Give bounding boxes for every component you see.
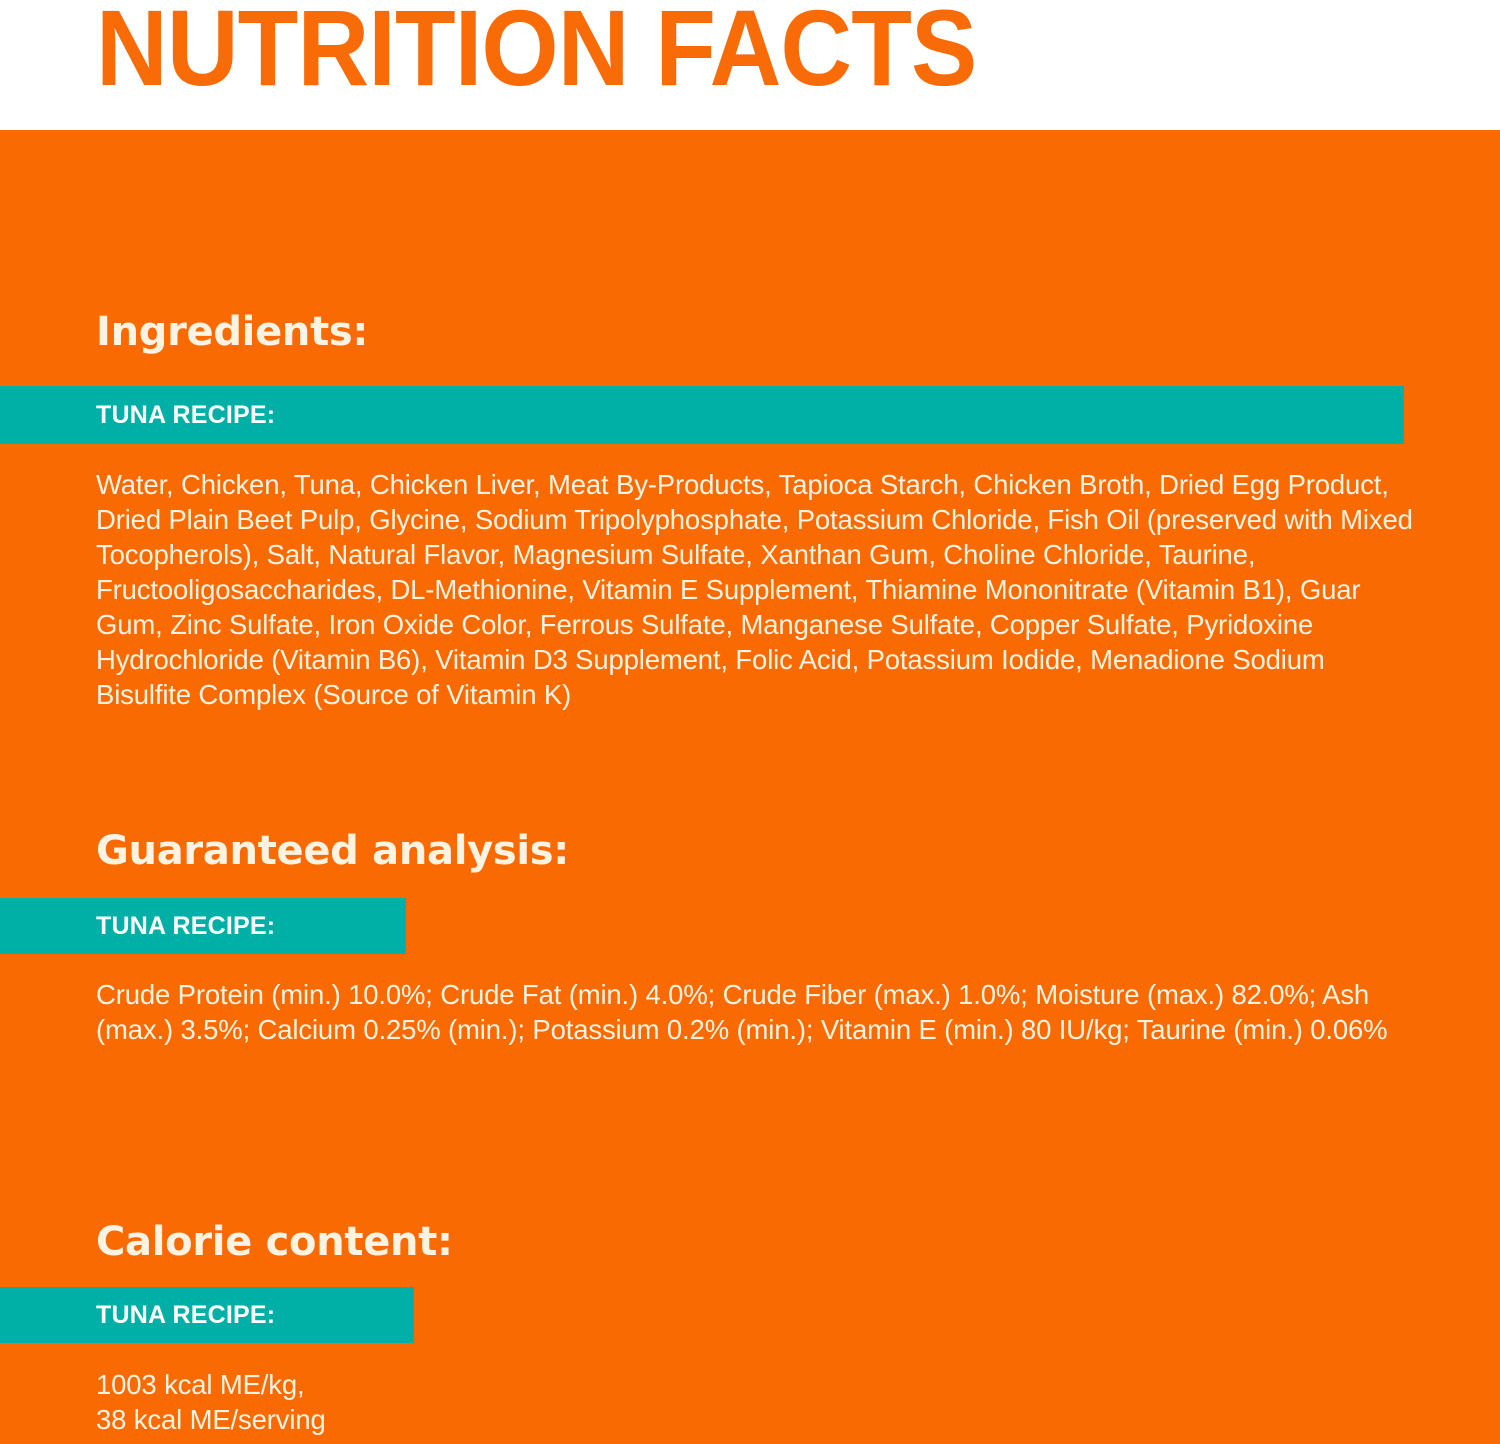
ingredients-text: Water, Chicken, Tuna, Chicken Liver, Mea… (96, 469, 1413, 710)
label-body: Ingredients: TUNA RECIPE: Water, Chicken… (0, 130, 1500, 1444)
recipe-label-calorie-content: TUNA RECIPE: (96, 1301, 276, 1329)
section-heading-calorie-content: Calorie content: (96, 1219, 453, 1265)
guaranteed-analysis-text: Crude Protein (min.) 10.0%; Crude Fat (m… (96, 979, 1388, 1045)
recipe-banner-guaranteed-analysis: TUNA RECIPE: (0, 898, 406, 954)
recipe-banner-calorie-content: TUNA RECIPE: (0, 1287, 414, 1343)
page-title: NUTRITION FACTS (96, 0, 977, 108)
recipe-banner-ingredients: TUNA RECIPE: (0, 386, 1404, 444)
calorie-content-text: 1003 kcal ME/kg, 38 kcal ME/serving (96, 1369, 326, 1435)
recipe-label-ingredients: TUNA RECIPE: (96, 401, 276, 429)
section-heading-ingredients: Ingredients: (96, 309, 369, 355)
title-band: NUTRITION FACTS (0, 0, 1500, 130)
section-heading-guaranteed-analysis: Guaranteed analysis: (96, 828, 570, 874)
recipe-label-guaranteed-analysis: TUNA RECIPE: (96, 912, 276, 940)
